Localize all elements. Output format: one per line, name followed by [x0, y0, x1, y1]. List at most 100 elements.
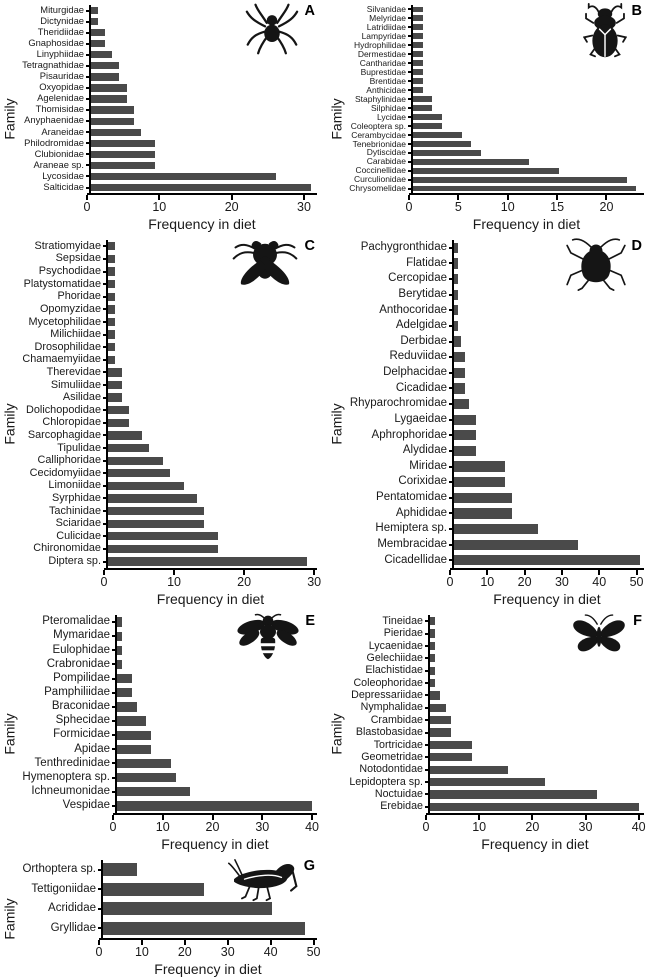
- x-tick-label: 20: [177, 945, 192, 959]
- y-tick-mark: [86, 9, 89, 12]
- category-label: Staphylinidae: [354, 93, 406, 104]
- bar-row: Membracidae: [345, 536, 644, 553]
- category-label: Tenebrionidae: [352, 138, 406, 149]
- bar-track: [411, 76, 644, 86]
- category-label: Sciaridae: [55, 517, 101, 530]
- x-tick-mark: [449, 570, 451, 575]
- bar: [108, 254, 115, 264]
- bar-track: [106, 328, 317, 341]
- bar-row: Salticidae: [18, 182, 317, 194]
- y-tick-mark: [449, 418, 452, 421]
- bar: [91, 150, 155, 158]
- y-tick-mark: [103, 409, 106, 412]
- bar-row: Coleophoridae: [345, 676, 644, 690]
- category-label: Lygaeidae: [394, 412, 447, 425]
- bar-track: [89, 38, 317, 50]
- category-label: Chrysomelidae: [349, 183, 406, 194]
- bar-row: Braconidae: [18, 699, 317, 714]
- bar: [108, 519, 205, 528]
- y-tick-mark: [449, 465, 452, 468]
- category-label: Tipulidae: [57, 441, 101, 454]
- y-tick-mark: [449, 324, 452, 327]
- bar-track: [106, 542, 317, 556]
- bar-track: [452, 333, 644, 350]
- bar-track: [428, 689, 644, 702]
- y-tick-mark: [103, 245, 106, 248]
- y-tick-mark: [449, 371, 452, 374]
- x-tick-mark: [313, 570, 316, 575]
- category-label: Geometridae: [361, 750, 423, 763]
- x-tick-label: 0: [95, 945, 103, 959]
- category-label: Braconidae: [51, 700, 110, 713]
- category-label: Eulophidae: [52, 643, 110, 656]
- x-tick-mark: [556, 195, 559, 200]
- category-label: Apidae: [74, 742, 110, 755]
- bar-track: [428, 664, 644, 677]
- bar: [454, 398, 469, 410]
- x-axis-title: Frequency in diet: [161, 836, 269, 852]
- bar-track: [452, 474, 644, 490]
- bar: [91, 51, 113, 59]
- category-label: Cantharidae: [359, 57, 406, 68]
- y-tick-mark: [408, 53, 411, 56]
- x-tick-mark: [302, 195, 305, 200]
- y-tick-mark: [103, 447, 106, 450]
- category-label: Noctuidae: [374, 788, 423, 801]
- y-tick-mark: [103, 346, 106, 349]
- category-label: Elachistidae: [365, 664, 423, 677]
- bar: [91, 73, 120, 81]
- category-label: Milichiidae: [50, 328, 101, 341]
- y-tick-mark: [449, 512, 452, 515]
- category-label: Cercopidae: [388, 272, 447, 285]
- category-label: Cerambycidae: [351, 129, 406, 140]
- panel-e-hymenoptera: Family: [0, 610, 327, 855]
- x-tick-mark: [140, 940, 143, 945]
- bar-row: Pieridae: [345, 627, 644, 640]
- bar-track: [115, 629, 317, 644]
- bar-track: [411, 22, 644, 32]
- y-axis-title: Family: [2, 238, 18, 609]
- bar: [413, 131, 462, 138]
- x-tick-mark: [243, 570, 246, 575]
- bar: [108, 456, 163, 465]
- category-label: Clubionidae: [34, 148, 84, 159]
- bar-row: Agelenidae: [18, 93, 317, 105]
- bar-track: [89, 5, 317, 17]
- y-tick-mark: [86, 75, 89, 78]
- y-axis-title-text: Family: [329, 712, 346, 755]
- category-label: Mycetophilidae: [28, 315, 101, 328]
- category-label: Therevidae: [46, 365, 101, 378]
- y-tick-mark: [98, 868, 101, 871]
- category-label: Lycidae: [377, 111, 406, 122]
- panel-d-true-bugs: Family: [327, 235, 654, 610]
- y-axis-title-text: Family: [2, 897, 19, 940]
- bar-row: Buprestidae: [345, 67, 644, 77]
- bar-row: Tetragnathidae: [18, 60, 317, 72]
- bar: [413, 140, 472, 147]
- bar-row: Nymphalidae: [345, 701, 644, 714]
- bar-row: Alydidae: [345, 443, 644, 459]
- bar: [413, 96, 433, 102]
- bar-track: [89, 182, 317, 194]
- x-tick-label: 0: [109, 820, 117, 834]
- bar-row: Aphrophoridae: [345, 427, 644, 444]
- bar-track: [106, 403, 317, 417]
- y-tick-mark: [425, 781, 428, 784]
- y-tick-mark: [103, 333, 106, 336]
- bar-track: [452, 255, 644, 272]
- bar: [413, 33, 423, 40]
- bar-track: [452, 349, 644, 365]
- category-label: Araneidae: [41, 126, 84, 137]
- bar-row: Gnaphosidae: [18, 38, 317, 50]
- y-axis-title-text: Family: [2, 97, 19, 140]
- bar-track: [452, 396, 644, 412]
- y-tick-mark: [112, 762, 115, 765]
- x-tick-label: 10: [500, 200, 515, 214]
- bar: [91, 139, 155, 147]
- bar: [91, 161, 155, 170]
- figure-row-4: Family: [0, 855, 654, 980]
- category-label: Hymenoptera sp.: [22, 770, 110, 783]
- y-tick-mark: [449, 403, 452, 406]
- bar-row: Flatidae: [345, 255, 644, 272]
- bar-track: [106, 555, 317, 568]
